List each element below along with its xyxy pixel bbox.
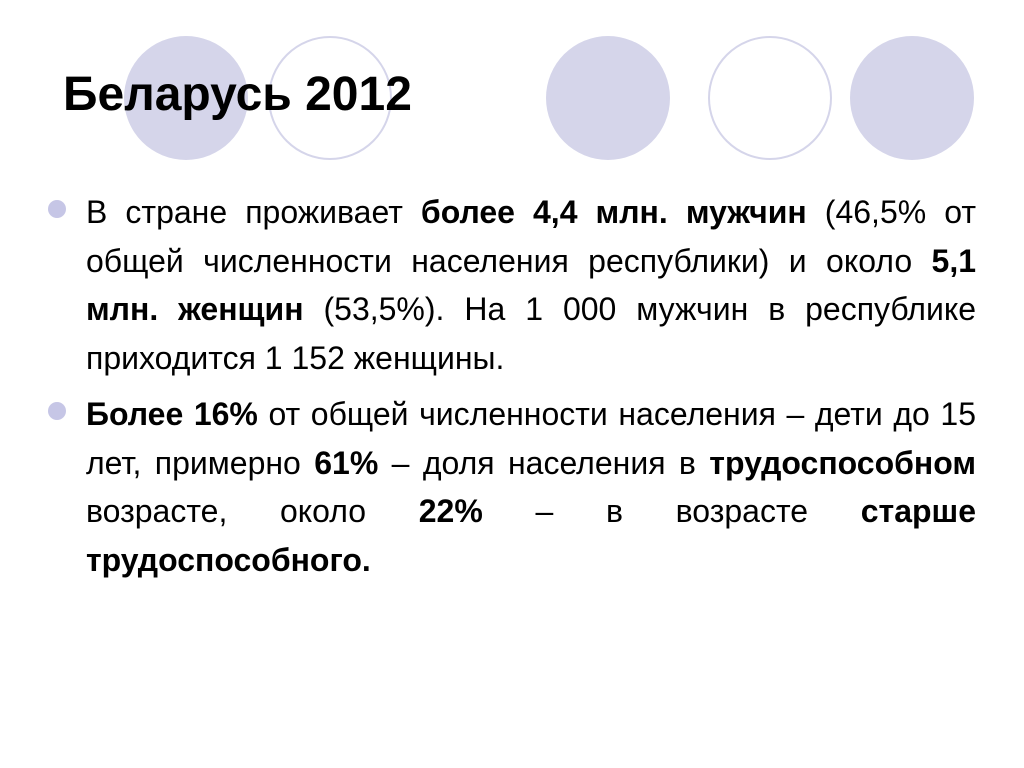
slide-title: Беларусь 2012 — [63, 68, 412, 121]
text-run: – доля населения в — [378, 444, 710, 481]
text-run-bold: 61% — [314, 444, 379, 481]
text-run: от общей численности населения – дети до… — [86, 396, 977, 481]
decorative-circle-filled — [850, 36, 974, 160]
text-run: В стране проживает — [86, 194, 421, 230]
bullet-text: В стране проживает более 4,4 млн. мужчин… — [86, 188, 976, 382]
text-run-bold: 22% — [418, 493, 483, 529]
bullet-list: В стране проживает более 4,4 млн. мужчин… — [48, 188, 976, 592]
bullet-dot-icon — [48, 200, 66, 218]
text-run: (46,5% от общей численности населения ре… — [86, 194, 976, 279]
bullet-item: Более 16% от общей численности населения… — [48, 390, 976, 584]
text-run: – в возрасте — [482, 493, 861, 529]
text-run-bold: старше трудоспособного. — [86, 493, 976, 578]
text-run-bold: трудоспособном — [709, 444, 977, 481]
text-run-bold: 5,1 млн. женщин — [86, 242, 976, 328]
text-run-bold: более 4,4 млн. мужчин — [420, 194, 807, 230]
bullet-dot-icon — [48, 402, 66, 420]
decorative-circle-filled — [124, 36, 248, 160]
text-run-bold: Более 16% — [86, 396, 258, 432]
bullet-item: В стране проживает более 4,4 млн. мужчин… — [48, 188, 976, 382]
text-run: возрасте, около — [86, 493, 419, 529]
text-run: (53,5%). На 1 000 мужчин в республике пр… — [86, 291, 976, 376]
bullet-text: Более 16% от общей численности населения… — [86, 390, 976, 584]
decorative-circle-filled — [546, 36, 670, 160]
decorative-circle-outline — [708, 36, 832, 160]
decorative-circle-outline — [268, 36, 392, 160]
